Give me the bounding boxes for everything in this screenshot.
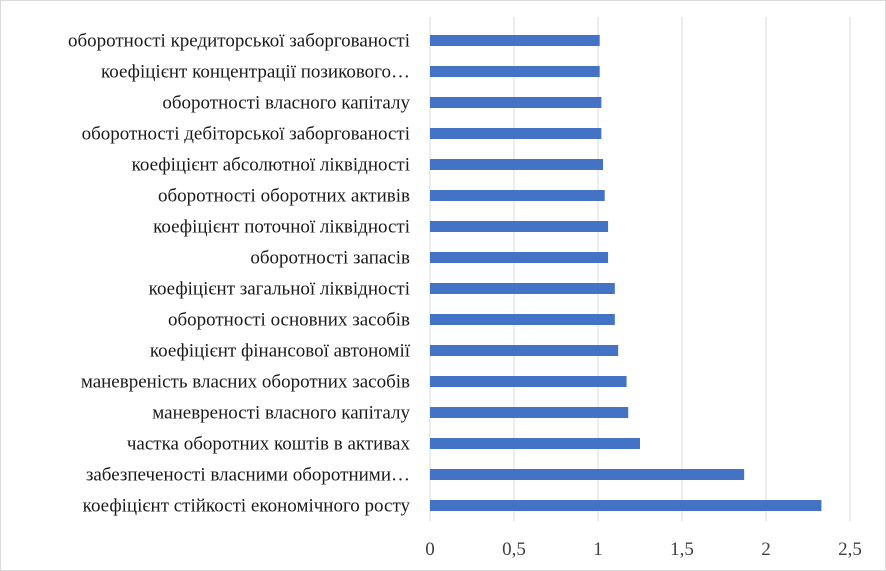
x-tick-labels: 0 0,5 1 1,5 2 2,5 — [425, 539, 862, 560]
bar — [430, 252, 609, 263]
category-label: коефіцієнт абсолютної ліквідності — [132, 155, 410, 176]
category-label: забезпеченості власними оборотними… — [86, 465, 410, 486]
bar — [430, 190, 605, 201]
category-label: оборотності запасів — [250, 248, 410, 269]
category-label: частка оборотних коштів в активах — [127, 434, 411, 455]
bar — [430, 469, 745, 480]
category-label: оборотності дебіторської заборгованості — [82, 124, 410, 145]
category-label: маневреності власного капіталу — [152, 403, 410, 424]
bar — [430, 128, 602, 139]
x-tick-label: 2,5 — [838, 539, 862, 560]
x-tick-label: 0 — [425, 539, 435, 560]
category-label: оборотності основних засобів — [168, 310, 410, 331]
x-tick-label: 1 — [593, 539, 603, 560]
category-label: оборотності кредиторської заборгованості — [68, 31, 410, 52]
category-label: коефіцієнт поточної ліквідності — [153, 217, 410, 238]
bar — [430, 221, 609, 232]
bar — [430, 438, 640, 449]
bar — [430, 66, 600, 77]
bar — [430, 314, 615, 325]
x-tick-label: 0,5 — [502, 539, 526, 560]
bar — [430, 35, 600, 46]
category-label: маневреність власних оборотних засобів — [81, 372, 410, 393]
category-label: оборотності власного капіталу — [162, 93, 410, 114]
category-label: коефіцієнт концентрації позикового… — [101, 62, 410, 83]
category-label: коефіцієнт стійкості економічного росту — [83, 496, 411, 517]
category-label: оборотності оборотних активів — [158, 186, 410, 207]
bar — [430, 407, 629, 418]
x-tick-label: 2 — [761, 539, 771, 560]
category-labels: оборотності кредиторської заборгованості… — [68, 31, 411, 517]
bar — [430, 97, 602, 108]
category-label: коефіцієнт загальної ліквідності — [149, 279, 410, 300]
bar — [430, 283, 615, 294]
bars — [430, 35, 822, 511]
x-tick-label: 1,5 — [670, 539, 694, 560]
bar — [430, 159, 604, 170]
category-label: коефіцієнт фінансової автономії — [150, 341, 411, 362]
bar — [430, 500, 822, 511]
bar — [430, 376, 627, 387]
bar — [430, 345, 619, 356]
